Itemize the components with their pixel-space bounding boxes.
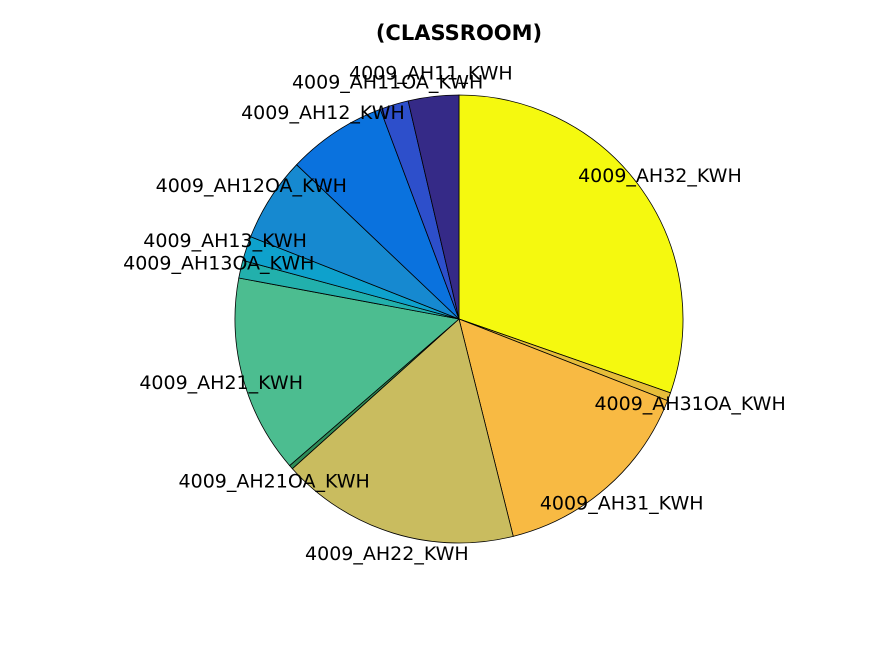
pie-slices xyxy=(234,94,684,544)
slice-label: 4009_AH21_KWH xyxy=(139,372,303,394)
slice-label: 4009_AH11_KWH xyxy=(349,63,513,85)
pie-slice xyxy=(296,108,460,320)
slice-label: 4009_AH11OA_KWH xyxy=(292,72,483,94)
pie-slice xyxy=(458,318,669,537)
slice-label: 4009_AH32_KWH xyxy=(578,165,742,187)
slice-label: 4009_AH22_KWH xyxy=(305,543,469,565)
slice-label: 4009_AH13_KWH xyxy=(143,230,307,252)
slice-label: 4009_AH13OA_KWH xyxy=(123,253,314,275)
pie-slice xyxy=(407,94,460,320)
slice-label: 4009_AH12OA_KWH xyxy=(156,175,347,197)
pie-slice xyxy=(234,277,460,467)
slice-label: 4009_AH31OA_KWH xyxy=(594,393,785,415)
slice-label: 4009_AH21OA_KWH xyxy=(179,470,370,492)
slice-label: 4009_AH31_KWH xyxy=(540,493,704,515)
slice-label: 4009_AH12_KWH xyxy=(241,102,405,124)
pie-labels: 4009_AH32_KWH 4009_AH31OA_KWH 4009_AH31_KW… xyxy=(123,63,786,565)
chart-title: (CLASSROOM) xyxy=(376,21,542,45)
pie-slice xyxy=(291,318,514,544)
pie-slice xyxy=(458,94,684,394)
